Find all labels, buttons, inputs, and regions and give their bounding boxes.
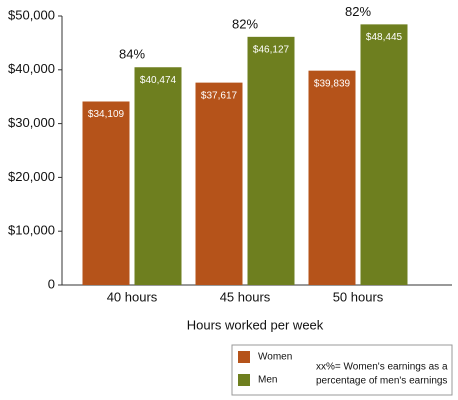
bar [247, 36, 295, 286]
bar [82, 101, 130, 285]
bar [308, 70, 356, 285]
legend-swatch [238, 351, 250, 363]
bar [134, 67, 182, 285]
bar [360, 24, 408, 285]
x-tick-label: 40 hours [107, 289, 158, 304]
legend-label: Women [258, 352, 292, 363]
annotation: 82% [232, 16, 258, 31]
bar [195, 82, 243, 285]
legend-label: Men [258, 375, 277, 386]
annotation: 84% [119, 47, 145, 62]
value-label: $34,109 [88, 109, 125, 120]
x-axis-title: Hours worked per week [187, 317, 324, 332]
y-tick-label: $40,000 [8, 61, 55, 76]
value-label: $48,445 [366, 32, 403, 43]
y-tick-label: $20,000 [8, 169, 55, 184]
value-label: $39,839 [314, 78, 351, 89]
y-tick-label: $10,000 [8, 223, 55, 238]
value-label: $37,617 [201, 90, 238, 101]
x-tick-label: 50 hours [333, 289, 384, 304]
legend-swatch [238, 374, 250, 386]
x-tick-label: 45 hours [220, 289, 271, 304]
y-tick-label: $50,000 [8, 7, 55, 22]
value-label: $40,474 [140, 75, 177, 86]
annotation: 82% [345, 4, 371, 19]
y-tick-label: $30,000 [8, 115, 55, 130]
y-tick-label: 0 [48, 276, 55, 291]
legend-note: xx%= Women's earnings as a [316, 362, 448, 373]
legend-note: percentage of men's earnings [316, 376, 447, 387]
value-label: $46,127 [253, 44, 290, 55]
legend-box [231, 344, 453, 396]
